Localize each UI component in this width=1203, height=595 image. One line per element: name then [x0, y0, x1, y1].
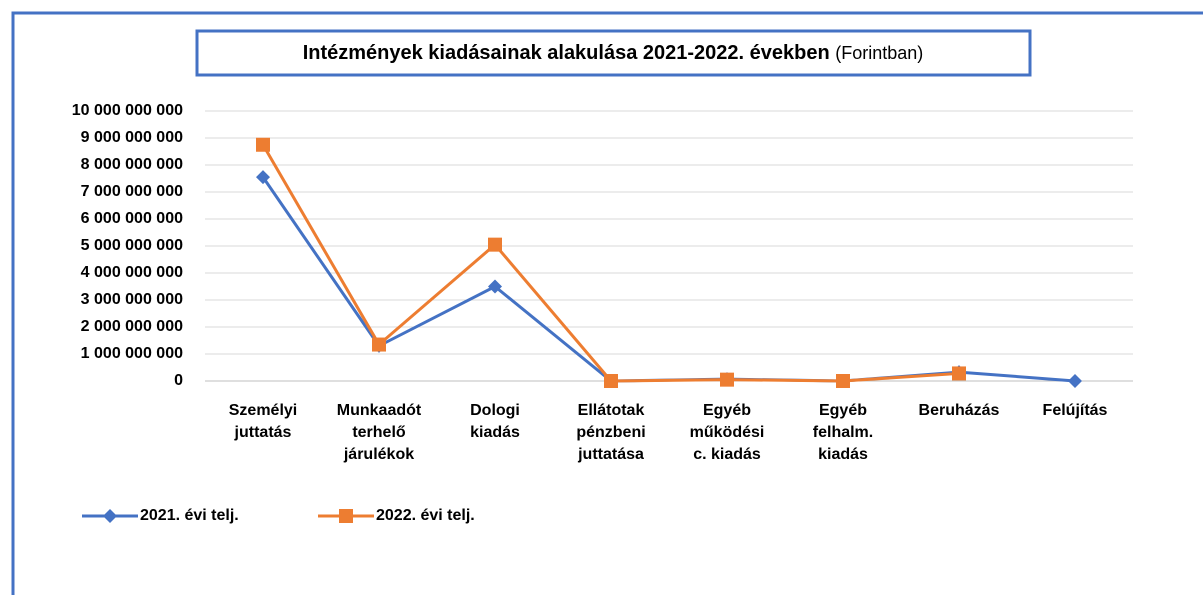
data-point: [604, 374, 618, 388]
data-point: [488, 279, 502, 294]
y-tick-label: 7 000 000 000: [81, 183, 183, 200]
x-tick-label: Ellátotak pénzbeni juttatása: [576, 402, 646, 463]
data-point: [720, 372, 734, 387]
x-tick-label: Dologi kiadás: [470, 402, 520, 441]
series-line: [261, 143, 960, 383]
y-tick-label: 5 000 000 000: [81, 237, 183, 254]
x-tick-label: Egyéb felhalm. kiadás: [812, 402, 874, 463]
data-point: [952, 366, 966, 381]
data-point: [488, 237, 502, 252]
y-tick-label: 2 000 000 000: [81, 318, 183, 335]
data-point: [836, 374, 850, 388]
chart-title: Intézmények kiadásainak alakulása 2021-2…: [303, 42, 830, 64]
legend-marker: [339, 509, 353, 523]
frame: [11, 11, 1203, 595]
x-tick-label: Beruházás: [918, 402, 1000, 419]
y-tick-label: 8 000 000 000: [81, 156, 183, 173]
title: Intézmények kiadásainak alakulása 2021-2…: [303, 42, 924, 64]
y-tick-label: 0: [174, 372, 183, 389]
y-tick-label: 9 000 000 000: [81, 129, 183, 146]
legend-marker: [103, 509, 117, 523]
y-tick-label: 3 000 000 000: [81, 291, 183, 308]
x-tick-label: Felújítás: [1042, 402, 1108, 419]
y-tick-label: 10 000 000 000: [72, 102, 183, 119]
data-point: [372, 337, 386, 352]
x-tick-label: Személyi juttatás: [228, 402, 298, 441]
y-tick-label: 4 000 000 000: [81, 264, 183, 281]
y-tick-label: 1 000 000 000: [81, 345, 183, 362]
legend-label: 2021. évi telj.: [140, 507, 239, 524]
x-tick-label: Munkaadót terhelő járulékok: [336, 402, 422, 463]
legend-label: 2022. évi telj.: [376, 507, 475, 524]
x-tick-label: Egyéb működési c. kiadás: [689, 402, 765, 463]
y-tick-label: 6 000 000 000: [81, 210, 183, 227]
chart-subtitle: (Forintban): [835, 43, 923, 63]
data-point: [256, 137, 270, 152]
data-point: [256, 170, 270, 185]
title-box: [195, 29, 1032, 77]
data-point: [1068, 374, 1082, 388]
